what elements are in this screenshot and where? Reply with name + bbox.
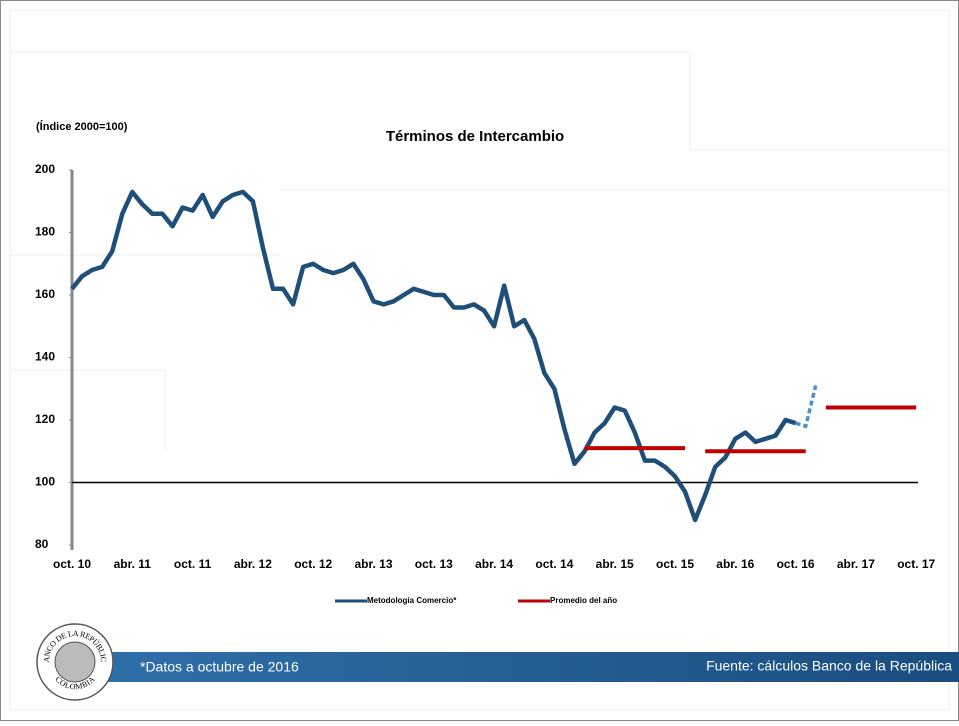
y-tick-label: 120	[35, 412, 55, 426]
x-tick-label: oct. 16	[777, 557, 815, 571]
average-line	[584, 405, 917, 454]
y-tick-label: 180	[35, 225, 55, 239]
footer-note: *Datos a octubre de 2016	[140, 659, 299, 675]
logo-emblem	[54, 641, 96, 683]
x-tick-label: oct. 17	[897, 557, 935, 571]
x-tick-label: abr. 13	[354, 557, 392, 571]
x-tick-label: oct. 14	[535, 557, 573, 571]
y-tick-label: 200	[35, 162, 55, 176]
x-tick-label: abr. 11	[114, 557, 152, 571]
x-tick-label: abr. 12	[234, 557, 272, 571]
x-tick-label: oct. 12	[294, 557, 332, 571]
x-tick-label: oct. 10	[53, 557, 91, 571]
x-tick-label: abr. 15	[596, 557, 634, 571]
y-tick-label: 140	[35, 350, 55, 364]
x-tick-label: oct. 15	[656, 557, 694, 571]
chart-title: Términos de Intercambio	[386, 128, 564, 145]
x-tick-label: abr. 16	[716, 557, 754, 571]
y-tick-label: 160	[35, 287, 55, 301]
series-line	[70, 189, 797, 523]
x-tick-label: oct. 11	[174, 557, 212, 571]
footer-band	[100, 652, 959, 682]
background-decor	[9, 9, 950, 711]
x-tick-label: abr. 14	[475, 557, 513, 571]
series-dashed-line	[795, 385, 818, 429]
y-tick-label: 80	[35, 537, 49, 551]
legend-label: Promedio del año	[550, 596, 617, 605]
legend-label: Metodología Comercio*	[367, 596, 457, 605]
y-axis-label: (Índice 2000=100)	[36, 120, 128, 133]
x-tick-label: oct. 13	[415, 557, 453, 571]
footer-source: Fuente: cálculos Banco de la República	[706, 658, 952, 674]
x-tick-label: abr. 17	[837, 557, 875, 571]
y-tick-label: 100	[35, 475, 55, 489]
